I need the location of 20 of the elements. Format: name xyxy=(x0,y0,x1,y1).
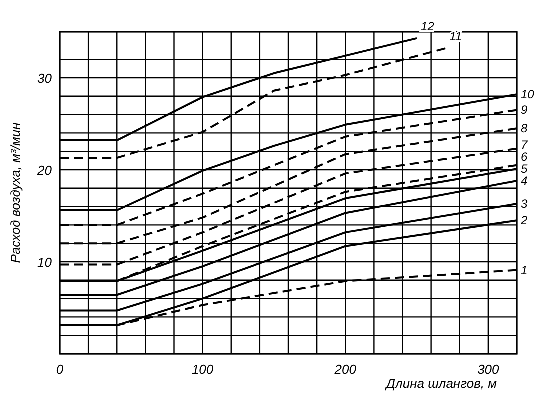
series-label: 3 xyxy=(521,197,528,212)
y-tick-label: 10 xyxy=(38,255,53,270)
y-tick-label: 30 xyxy=(38,71,53,86)
y-tick-label: 20 xyxy=(36,163,53,178)
x-axis-title: Длина шлангов, м xyxy=(384,376,498,391)
series-label: 1 xyxy=(521,263,528,278)
series-label: 12 xyxy=(421,19,435,34)
series-label: 2 xyxy=(520,214,528,228)
x-tick-label: 100 xyxy=(192,362,214,377)
series-label: 8 xyxy=(521,122,528,136)
series-label: 5 xyxy=(521,162,528,176)
x-tick-label: 300 xyxy=(478,362,500,377)
series-label: 6 xyxy=(521,150,528,164)
y-axis-title: Расход воздуха, м³/мин xyxy=(8,122,23,264)
series-label: 10 xyxy=(521,88,535,102)
series-label: 7 xyxy=(521,138,529,152)
series-label: 9 xyxy=(521,103,528,118)
series-label: 4 xyxy=(521,174,528,188)
x-tick-label: 0 xyxy=(56,362,64,377)
x-tick-label: 200 xyxy=(334,362,358,377)
